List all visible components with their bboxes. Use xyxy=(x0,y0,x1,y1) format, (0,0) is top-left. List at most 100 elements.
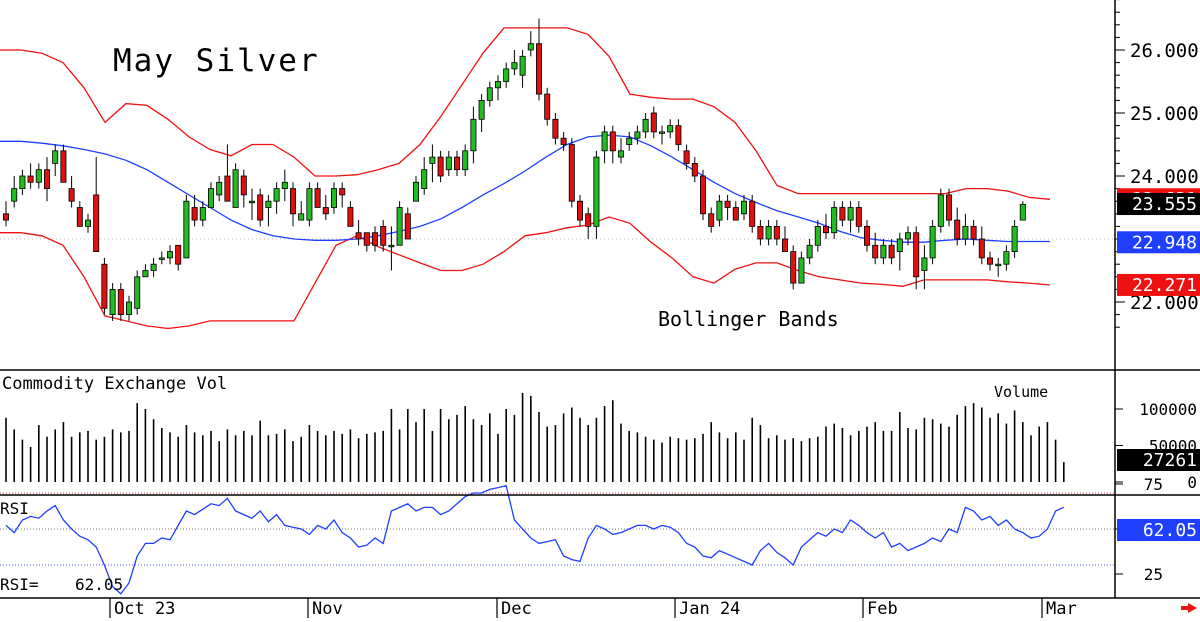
candle xyxy=(987,251,994,271)
rsi-tick-label: 25 xyxy=(1144,565,1163,584)
candle xyxy=(134,270,141,315)
candle xyxy=(757,220,764,246)
candle xyxy=(322,194,329,221)
candle-body xyxy=(134,276,141,309)
candle xyxy=(642,113,649,139)
candle xyxy=(847,201,854,233)
candle xyxy=(782,226,789,252)
candle-body xyxy=(76,207,83,227)
candle-body xyxy=(183,200,190,259)
price-flag-bg xyxy=(1117,273,1200,296)
candle-body xyxy=(609,131,616,152)
date-axis: Oct 23 Nov Dec Jan 24 Feb Mar xyxy=(109,598,1077,619)
candle-body xyxy=(429,156,436,164)
price-tick-label: 24.000 xyxy=(1130,166,1199,188)
candle-body xyxy=(626,137,633,145)
candle xyxy=(396,201,403,246)
candle xyxy=(224,144,231,202)
candle xyxy=(437,150,444,183)
candle-body xyxy=(995,263,1002,267)
candle-body xyxy=(35,169,42,183)
candle xyxy=(937,188,944,233)
candle-body xyxy=(749,200,756,227)
rsi-last-flag-bg xyxy=(1117,519,1200,541)
candle-body xyxy=(847,207,854,221)
candle xyxy=(954,207,961,246)
candle xyxy=(560,131,567,151)
volume-tick-label: 100000 xyxy=(1139,400,1197,419)
candle-body xyxy=(158,257,165,260)
candle-body xyxy=(60,150,67,183)
candle-body xyxy=(494,81,501,89)
candle-body xyxy=(683,150,690,164)
candle-body xyxy=(478,100,485,120)
volume-tick-label: 0 xyxy=(1187,473,1197,492)
candle xyxy=(749,194,756,233)
volume-last-flag: 27261 xyxy=(1143,450,1197,471)
candle xyxy=(823,213,830,239)
candle xyxy=(544,87,551,126)
candle xyxy=(166,245,173,265)
scroll-arrow-icon[interactable] xyxy=(1181,603,1197,613)
date-label: Feb xyxy=(867,599,898,619)
candle-body xyxy=(691,162,698,177)
candle-body xyxy=(363,232,370,246)
candle-body xyxy=(790,251,797,284)
candle-body xyxy=(511,62,518,70)
candle xyxy=(724,194,731,221)
candle-body xyxy=(1019,203,1026,221)
candle xyxy=(609,125,616,164)
candle xyxy=(552,113,559,145)
candle-body xyxy=(585,213,592,227)
candle xyxy=(806,239,813,265)
candle-body xyxy=(732,207,739,221)
candle-body xyxy=(896,238,903,252)
price-tick-label: 22.000 xyxy=(1130,292,1199,314)
candle-body xyxy=(954,219,961,240)
candle-body xyxy=(339,188,346,196)
candle xyxy=(388,226,395,271)
candle-body xyxy=(248,200,255,204)
candle-body xyxy=(921,257,928,271)
candle xyxy=(175,244,182,271)
candle-body xyxy=(142,270,149,278)
candle xyxy=(273,182,280,214)
candle-body xyxy=(150,263,157,271)
candle xyxy=(683,144,690,170)
candle-body xyxy=(601,131,608,152)
candle-body xyxy=(1011,225,1018,252)
candle xyxy=(339,182,346,208)
candle xyxy=(478,94,485,132)
candle-body xyxy=(347,207,354,227)
candle xyxy=(265,194,272,227)
candle xyxy=(494,75,501,101)
volume-last-flag-bg xyxy=(1117,449,1200,471)
candle xyxy=(281,169,288,202)
candle xyxy=(659,125,666,145)
volume-panel-label: Commodity Exchange Vol xyxy=(2,374,227,394)
candle-body xyxy=(593,156,600,227)
candle-body xyxy=(806,244,813,259)
candle-body xyxy=(396,207,403,246)
candle xyxy=(117,283,124,321)
candle-body xyxy=(929,225,936,259)
candle-body xyxy=(27,175,34,183)
rsi-panel-label: RSI xyxy=(0,499,29,518)
candle xyxy=(634,125,641,145)
rsi-readout-label: RSI= xyxy=(0,575,39,594)
candle-body xyxy=(552,118,559,139)
candle xyxy=(618,138,625,164)
candle-body xyxy=(568,144,575,202)
volume-legend: Volume xyxy=(994,383,1048,401)
candle xyxy=(35,163,42,189)
price-flag-bg xyxy=(1117,231,1200,254)
candle xyxy=(85,213,92,233)
candle-body xyxy=(667,125,674,133)
candle xyxy=(101,257,108,315)
candle-body xyxy=(839,207,846,221)
candle-body xyxy=(117,288,124,315)
candle xyxy=(183,194,190,259)
candle-body xyxy=(527,43,534,51)
candle-body xyxy=(659,131,666,134)
candle-body xyxy=(814,225,821,246)
